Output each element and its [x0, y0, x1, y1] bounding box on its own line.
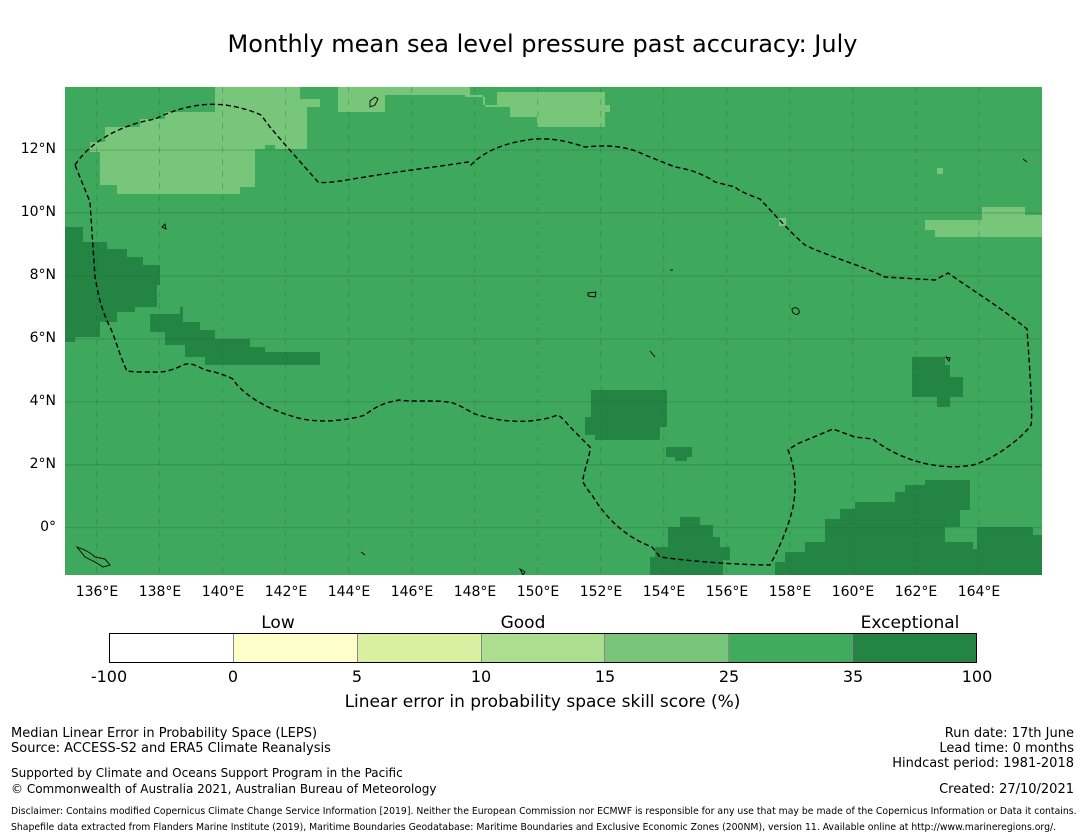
colorbar-segment [729, 634, 854, 662]
skill-region-light-north-center [90, 87, 320, 194]
skill-patch-dark-small [666, 447, 692, 457]
hindcast-period: Hindcast period: 1981-2018 [892, 756, 1074, 771]
disclaimer-shapefile: Shapefile data extracted from Flanders M… [11, 822, 1057, 833]
lon-label-162e: 162°E [894, 584, 938, 600]
created-date: Created: 27/10/2021 [939, 782, 1074, 797]
skill-patch-light-small [937, 168, 943, 174]
lon-label-156e: 156°E [705, 584, 749, 600]
island-kosrae [944, 356, 951, 362]
skill-patch-dark-small-2 [675, 455, 687, 461]
colorbar-segment [605, 634, 730, 662]
colorbar-segment [357, 634, 482, 662]
skill-patch-light-small-2 [779, 218, 786, 226]
island-yap [161, 223, 167, 230]
lon-label-150e: 150°E [516, 584, 560, 600]
island-guam [369, 96, 379, 108]
run-date: Run date: 17th June [944, 726, 1074, 741]
island-misc-2 [1022, 158, 1028, 163]
colorbar-tick: -100 [90, 667, 128, 686]
lon-label-158e: 158°E [768, 584, 812, 600]
skill-region-dark-central [585, 390, 667, 440]
footer-support: Supported by Climate and Oceans Support … [11, 766, 403, 780]
colorbar-tick: 10 [470, 667, 492, 686]
lon-label-160e: 160°E [831, 584, 875, 600]
island-pohnpei [791, 307, 800, 315]
lon-label-138e: 138°E [138, 584, 182, 600]
colorbar-tick: 0 [227, 667, 239, 686]
skill-region-dark-east [912, 357, 963, 407]
island-palau [75, 546, 111, 568]
skill-region-light-east [925, 207, 1042, 237]
eez-boundary [74, 103, 1033, 566]
footer-source: Source: ACCESS-S2 and ERA5 Climate Reana… [11, 741, 331, 756]
island-nauru [518, 567, 526, 575]
colorbar-title: Linear error in probability space skill … [344, 692, 741, 712]
skill-map [65, 87, 1042, 575]
lon-label-136e: 136°E [75, 584, 119, 600]
graticule [65, 87, 1042, 575]
footer-copyright: © Commonwealth of Australia 2021, Austra… [11, 782, 437, 796]
lon-label-148e: 148°E [453, 584, 497, 600]
colorbar-heading-exceptional: Exceptional [860, 613, 960, 633]
colorbar-tick: 5 [351, 667, 363, 686]
skill-region-dark-west [65, 227, 160, 342]
colorbar [109, 633, 977, 663]
lat-label-8n: 8°N [29, 267, 56, 283]
lon-label-164e: 164°E [957, 584, 1001, 600]
lon-label-154e: 154°E [642, 584, 686, 600]
skill-region-dark-south-central [650, 517, 730, 575]
lat-label-6n: 6°N [29, 330, 56, 346]
lat-label-10n: 10°N [20, 204, 56, 220]
island-chuuk [587, 291, 597, 298]
colorbar-segment [233, 634, 358, 662]
lon-label-152e: 152°E [579, 584, 623, 600]
coastlines [75, 96, 1028, 575]
colorbar-segment [853, 634, 977, 662]
skill-region-light-north [338, 87, 610, 127]
footer-method: Median Linear Error in Probability Space… [11, 726, 318, 741]
colorbar-tick: 35 [842, 667, 864, 686]
island-misc-3 [649, 350, 656, 358]
colorbar-heading-low: Low [261, 613, 295, 633]
colorbar-heading-good: Good [500, 613, 546, 633]
lon-label-140e: 140°E [201, 584, 245, 600]
colorbar-tick: 100 [961, 667, 993, 686]
lon-label-144e: 144°E [327, 584, 371, 600]
island-misc-4 [360, 551, 366, 556]
skill-region-dark-southeast [775, 480, 1042, 575]
lon-label-142e: 142°E [264, 584, 308, 600]
map-canvas [65, 87, 1042, 575]
chart-title: Monthly mean sea level pressure past acc… [227, 30, 858, 58]
disclaimer-copernicus: Disclaimer: Contains modified Copernicus… [11, 806, 1077, 817]
lat-label-0: 0° [40, 519, 56, 535]
lat-label-4n: 4°N [29, 393, 56, 409]
lat-label-12n: 12°N [20, 141, 56, 157]
colorbar-segment [481, 634, 606, 662]
lon-label-146e: 146°E [390, 584, 434, 600]
lead-time: Lead time: 0 months [939, 741, 1074, 756]
colorbar-segment [110, 634, 234, 662]
colorbar-tick: 25 [718, 667, 740, 686]
colorbar-tick: 15 [594, 667, 616, 686]
skill-region-dark-west-2 [150, 307, 320, 365]
lat-label-2n: 2°N [29, 456, 56, 472]
